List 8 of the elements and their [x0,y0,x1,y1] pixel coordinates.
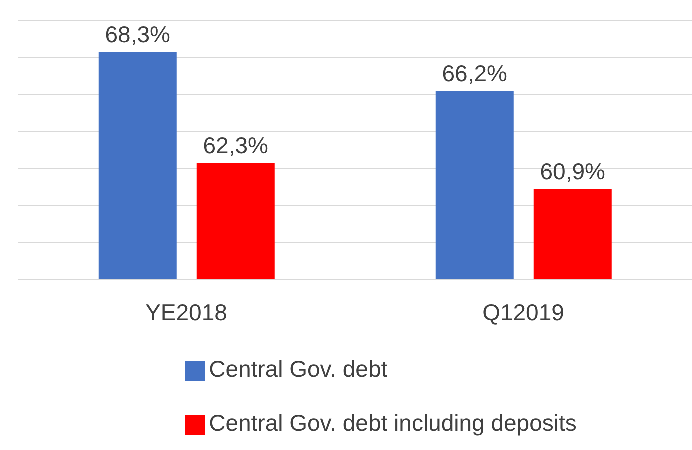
data-label: 68,3% [105,21,170,48]
data-label: 60,9% [540,158,606,184]
x-tick-label: YE2018 [146,299,228,326]
x-tick-label: Q12019 [482,299,564,326]
legend-label: Central Gov. debt including deposits [209,410,577,436]
legend-label: Central Gov. debt [209,356,388,382]
data-label: 66,2% [442,60,508,86]
data-label: 62,3% [203,132,268,158]
